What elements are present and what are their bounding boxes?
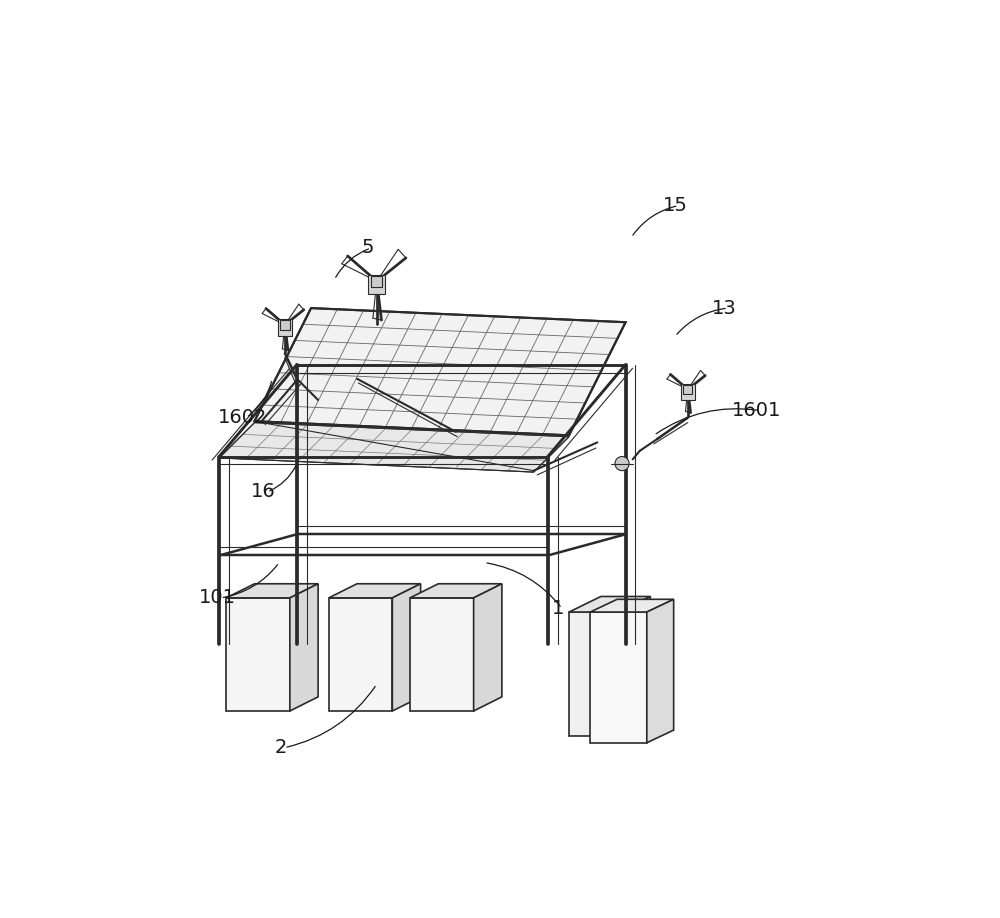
- Text: 13: 13: [712, 298, 737, 318]
- Polygon shape: [619, 597, 650, 735]
- Polygon shape: [590, 612, 647, 743]
- Polygon shape: [569, 612, 619, 735]
- Polygon shape: [329, 584, 421, 598]
- Text: 101: 101: [199, 588, 236, 608]
- Polygon shape: [371, 275, 382, 286]
- Polygon shape: [410, 598, 474, 711]
- Polygon shape: [226, 598, 290, 711]
- Polygon shape: [368, 274, 385, 294]
- Text: 1602: 1602: [218, 409, 267, 427]
- Text: 5: 5: [361, 239, 374, 257]
- Polygon shape: [683, 385, 692, 394]
- Polygon shape: [280, 320, 290, 330]
- Polygon shape: [226, 584, 318, 598]
- Text: 1: 1: [552, 599, 565, 618]
- Polygon shape: [474, 584, 502, 711]
- Circle shape: [615, 456, 629, 471]
- Polygon shape: [569, 597, 650, 612]
- Polygon shape: [392, 584, 421, 711]
- Polygon shape: [681, 385, 695, 400]
- Polygon shape: [219, 422, 569, 472]
- Text: 2: 2: [274, 738, 287, 757]
- Polygon shape: [410, 584, 502, 598]
- Polygon shape: [647, 599, 674, 743]
- Polygon shape: [329, 598, 392, 711]
- Text: 1601: 1601: [732, 401, 781, 420]
- Polygon shape: [254, 308, 626, 435]
- Polygon shape: [278, 319, 292, 336]
- Text: 16: 16: [251, 482, 276, 501]
- Polygon shape: [290, 584, 318, 711]
- Polygon shape: [590, 599, 674, 612]
- Text: 15: 15: [663, 196, 688, 215]
